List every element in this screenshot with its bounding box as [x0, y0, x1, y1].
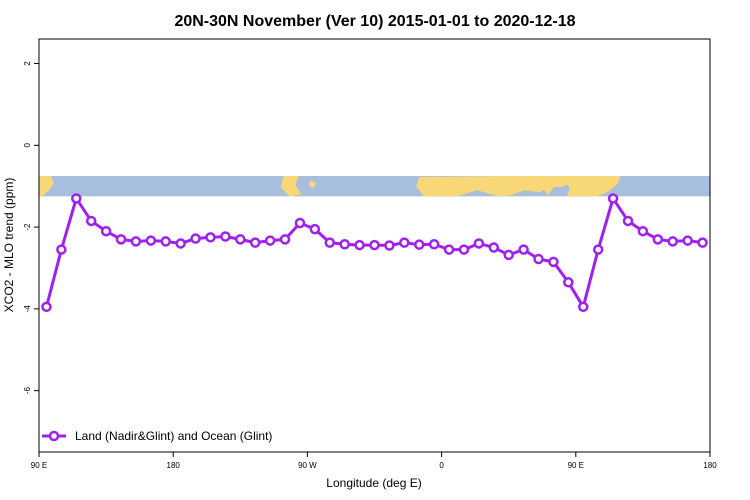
x-tick-label-3: 0: [439, 461, 444, 470]
data-point: [71, 193, 82, 204]
map-land-5: [560, 175, 621, 197]
data-point: [354, 239, 365, 251]
data-point: [443, 244, 455, 255]
data-point: [384, 240, 395, 251]
data-point: [339, 239, 350, 250]
legend-marker-swatch: [48, 430, 60, 442]
map-land-0: [39, 175, 54, 197]
data-point: [592, 244, 604, 255]
map-land-4: [540, 183, 557, 196]
x-axis: 90 E 180 90 W 0 90 E 180: [31, 452, 717, 470]
data-point: [667, 236, 678, 247]
data-point: [428, 239, 440, 250]
data-point: [130, 236, 142, 247]
y-axis: 2 0 -2 -4 -6: [23, 61, 39, 394]
data-point: [458, 244, 470, 255]
map-land-1: [280, 175, 302, 197]
y-tick-label-2: -2: [23, 223, 32, 231]
data-point: [175, 238, 186, 249]
x-tick-label-0: 90 E: [31, 461, 47, 470]
data-point: [190, 233, 201, 244]
data-point: [413, 239, 425, 250]
series-line-0: [45, 196, 703, 309]
y-tick-label-3: -4: [23, 305, 32, 313]
data-point: [578, 301, 589, 313]
data-point: [279, 234, 291, 245]
y-tick-label-4: -6: [23, 387, 32, 395]
data-point: [503, 249, 514, 261]
data-point: [309, 223, 321, 235]
x-axis-label: Longitude (deg E): [326, 476, 421, 490]
data-point: [264, 235, 276, 246]
x-tick-label-2: 90 W: [298, 461, 317, 470]
data-point: [488, 242, 500, 253]
x-tick-label-4: 90 E: [568, 461, 584, 470]
data-point: [115, 234, 127, 245]
data-point: [100, 225, 112, 237]
data-point: [205, 232, 216, 243]
y-axis-label: XCO2 - MLO trend (ppm): [2, 178, 16, 313]
legend-label: Land (Nadir&Glint) and Ocean (Glint): [75, 429, 272, 443]
x-tick-label-1: 180: [167, 461, 181, 470]
x-tick-label-5: 180: [703, 461, 717, 470]
chart-title: 20N-30N November (Ver 10) 2015-01-01 to …: [174, 13, 575, 30]
data-point: [324, 237, 336, 248]
data-point: [145, 235, 157, 246]
data-point: [249, 237, 261, 248]
data-point: [294, 217, 306, 229]
data-point: [235, 234, 246, 245]
y-tick-label-1: 0: [23, 143, 32, 148]
map-land-2: [308, 180, 317, 189]
map-land-3: [416, 175, 573, 197]
data-point: [682, 235, 693, 246]
data-point: [399, 237, 410, 248]
series-layer: [41, 193, 708, 313]
data-point: [85, 215, 97, 227]
data-point: [41, 301, 52, 313]
data-point: [697, 237, 708, 248]
data-point: [548, 256, 559, 268]
data-point: [160, 236, 171, 247]
world-map-band: [39, 175, 710, 197]
data-point: [533, 253, 544, 265]
data-point: [637, 225, 649, 237]
data-point: [607, 193, 619, 204]
plot-frame: [38, 38, 711, 453]
data-point: [220, 231, 231, 242]
y-tick-label-0: 2: [23, 61, 32, 66]
data-point: [622, 215, 634, 227]
data-point: [369, 239, 380, 251]
data-point: [563, 277, 574, 288]
data-point: [652, 234, 664, 245]
legend: Land (Nadir&Glint) and Ocean (Glint): [42, 429, 272, 443]
data-point: [473, 238, 485, 249]
data-point: [56, 244, 67, 255]
data-point: [518, 244, 529, 255]
